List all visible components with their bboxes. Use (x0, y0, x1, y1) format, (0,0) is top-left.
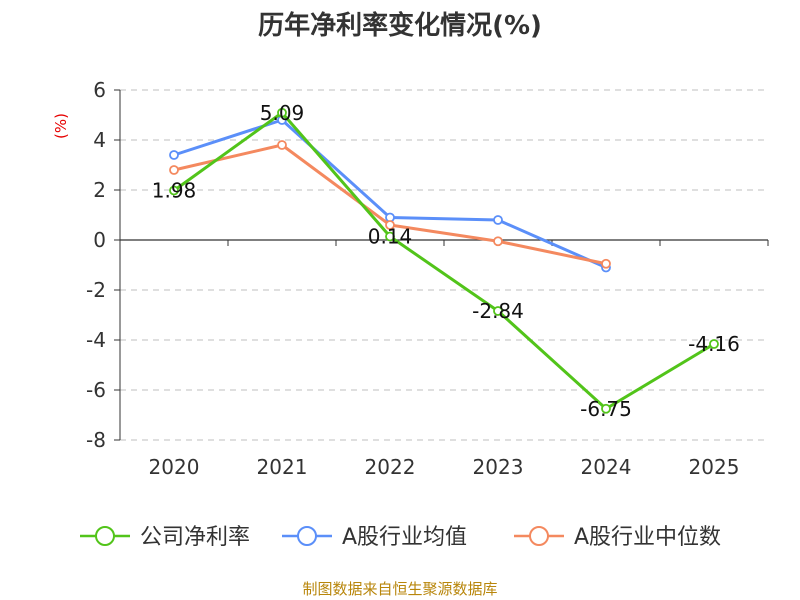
data-point (169, 165, 179, 175)
series (169, 107, 719, 414)
data-label: -2.84 (472, 299, 524, 323)
data-label: -6.75 (580, 397, 632, 421)
y-tick-label: -8 (86, 428, 106, 452)
chart-title: 历年净利率变化情况(%) (258, 10, 542, 41)
legend: 公司净利率 A股行业均值 A股行业中位数 (80, 525, 721, 550)
legend-marker (297, 526, 317, 546)
x-tick-label: 2021 (257, 455, 308, 479)
y-unit-label: (%) (52, 113, 70, 139)
data-point (493, 236, 503, 247)
data-label: -4.16 (688, 332, 740, 356)
y-tick-label: -2 (86, 278, 106, 302)
x-tick-label: 2025 (689, 455, 740, 479)
y-tick-label: 0 (93, 228, 106, 252)
data-label: 0.14 (368, 225, 413, 249)
y-tick-label: -6 (86, 378, 106, 402)
data-point (601, 258, 611, 269)
data-point (385, 231, 395, 242)
data-point (709, 339, 719, 349)
data-point (601, 403, 611, 414)
data-point (277, 140, 287, 150)
data-point (385, 220, 395, 230)
data-point (169, 150, 179, 160)
source-note: 制图数据来自恒生聚源数据库 (302, 580, 497, 598)
x-tick-label: 2023 (473, 455, 524, 479)
data-labels: 1.98 5.09 0.14 -2.84 -6.75 -4.16 (152, 101, 740, 421)
series-line-0 (173, 111, 715, 411)
y-tick-label: -4 (86, 328, 106, 352)
x-tick-label: 2024 (581, 455, 632, 479)
legend-marker (529, 526, 549, 546)
legend-label: A股行业均值 (342, 525, 467, 550)
legend-label: 公司净利率 (140, 525, 250, 550)
data-point (169, 185, 179, 196)
data-point (277, 107, 287, 118)
grid (120, 89, 768, 441)
y-tick-label: 2 (93, 178, 106, 202)
legend-marker (95, 526, 115, 546)
data-point (493, 306, 503, 316)
axes: 6 4 2 0 -2 -4 -6 -8 2020 2021 2022 2023 2024 2025 (86, 78, 769, 479)
data-point (493, 215, 503, 225)
y-tick-label: 6 (93, 78, 106, 102)
legend-item-1: A股行业均值 (282, 525, 467, 550)
data-label: 1.98 (152, 179, 197, 203)
legend-label: A股行业中位数 (574, 525, 721, 550)
y-tick-label: 4 (93, 128, 106, 152)
x-tick-label: 2020 (149, 455, 200, 479)
x-tick-label: 2022 (365, 455, 416, 479)
legend-item-0: 公司净利率 (80, 525, 250, 550)
legend-item-2: A股行业中位数 (514, 525, 721, 550)
data-label: 5.09 (260, 101, 305, 125)
